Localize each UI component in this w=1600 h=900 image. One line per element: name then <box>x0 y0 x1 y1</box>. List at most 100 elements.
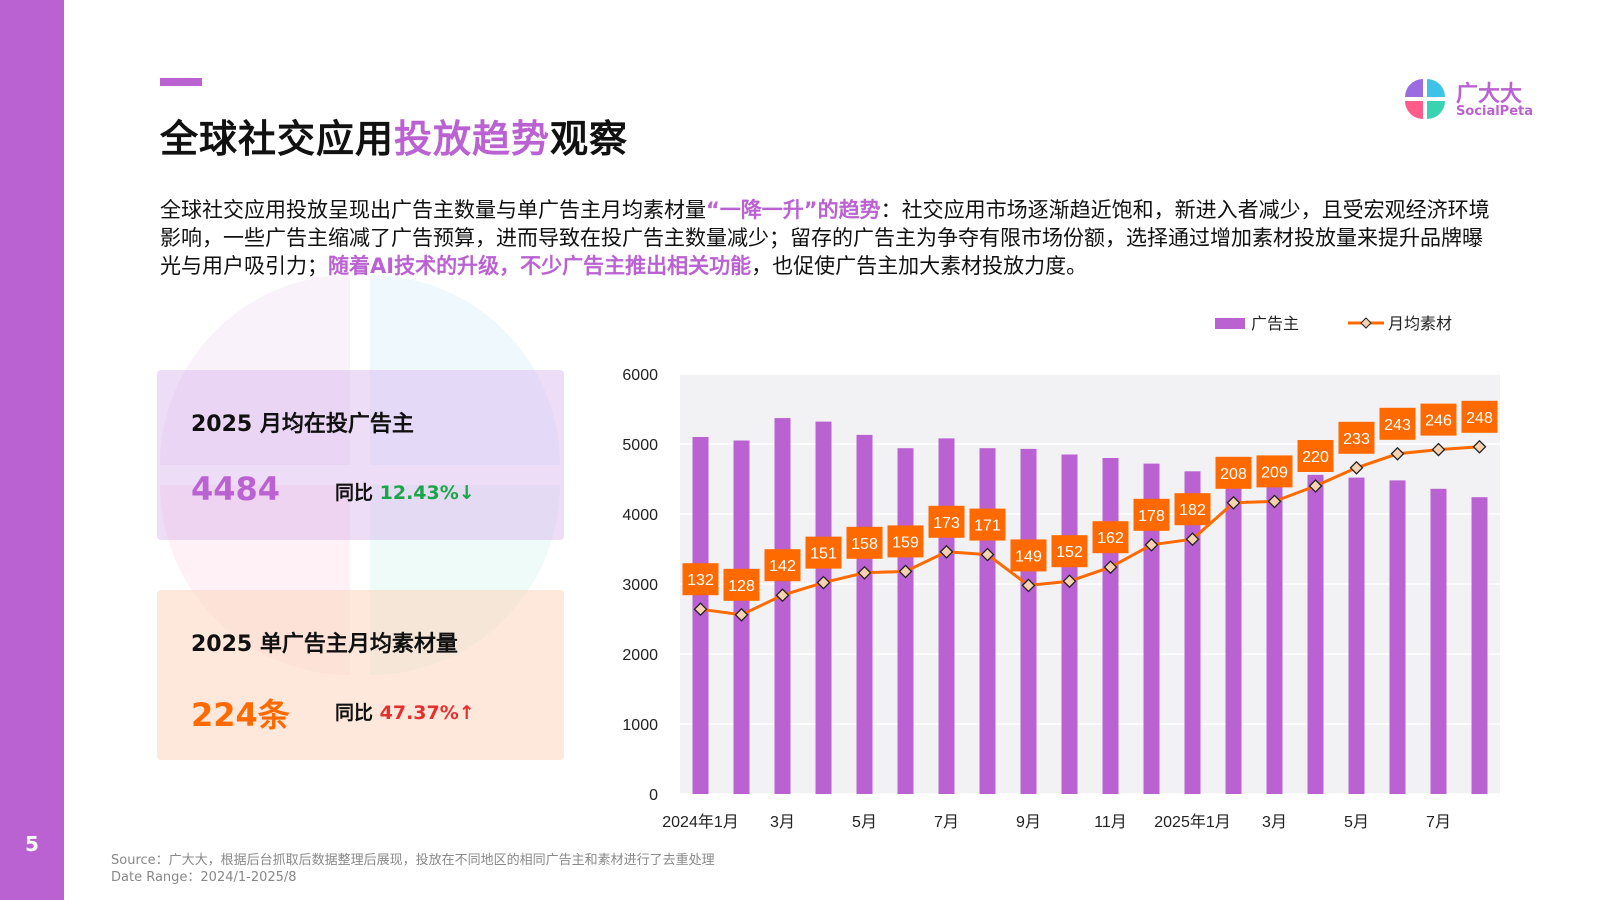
page-title: 全球社交应用投放趋势观察 <box>160 108 628 163</box>
x-tick-label: 9月 <box>1016 814 1041 830</box>
data-label-box <box>928 505 965 538</box>
data-label: 233 <box>1343 431 1370 448</box>
data-label-box <box>1420 403 1457 436</box>
yoy-label: 同比 <box>335 702 374 724</box>
y-tick-label: 4000 <box>622 507 658 524</box>
data-label: 246 <box>1425 413 1452 430</box>
card-label: 2025 单广告主月均素材量 <box>191 632 458 657</box>
bar <box>979 448 996 794</box>
yoy-value: 47.37%↑ <box>379 702 475 724</box>
bar <box>897 448 914 794</box>
bar <box>815 421 832 794</box>
intro-emphasis-1: “一降一升”的趋势 <box>706 198 881 222</box>
line-point <box>1390 446 1405 461</box>
data-label: 132 <box>687 572 714 589</box>
data-label-box <box>1338 421 1375 454</box>
series-line <box>700 445 1480 617</box>
bar <box>1266 469 1283 794</box>
line-point <box>857 565 872 580</box>
bar <box>1225 463 1242 794</box>
data-label-box <box>1215 456 1252 489</box>
data-label: 171 <box>974 518 1001 535</box>
data-label: 243 <box>1384 417 1411 434</box>
line-point <box>1472 439 1487 454</box>
yoy-change: 同比 12.43%↓ <box>335 478 475 505</box>
data-label: 182 <box>1179 502 1206 519</box>
data-label: 162 <box>1097 530 1124 547</box>
bar <box>774 418 791 794</box>
legend-line-marker <box>1360 317 1372 329</box>
line-point <box>1103 560 1118 575</box>
data-label: 248 <box>1466 410 1493 427</box>
data-label: 159 <box>892 534 919 551</box>
source-line: Source：广大大，根据后台抓取后数据整理后展现，投放在不同地区的相同广告主和… <box>111 853 715 868</box>
y-tick-label: 2000 <box>622 647 658 664</box>
data-label: 158 <box>851 536 878 553</box>
data-label-box <box>1010 539 1047 572</box>
page-number: 5 <box>25 832 39 856</box>
bar <box>1307 474 1324 794</box>
line-point <box>1267 494 1282 509</box>
x-tick-label: 3月 <box>1262 814 1287 830</box>
socialpeta-logo-icon <box>1405 79 1445 119</box>
data-label: 220 <box>1302 449 1329 466</box>
line-point <box>1144 537 1159 552</box>
line-point <box>1062 574 1077 589</box>
data-label-box <box>969 508 1006 541</box>
data-label: 128 <box>728 578 755 595</box>
y-tick-label: 5000 <box>622 437 658 454</box>
data-label-box <box>1092 521 1129 554</box>
legend-label-line: 月均素材 <box>1388 315 1452 333</box>
data-label-box <box>764 549 801 582</box>
data-label-box <box>1379 407 1416 440</box>
data-label-box <box>1051 535 1088 568</box>
x-tick-label: 2024年1月 <box>662 813 739 830</box>
data-label-box <box>805 536 842 569</box>
bar <box>1430 488 1447 794</box>
line-point <box>1431 442 1446 457</box>
data-label-box <box>1461 400 1498 433</box>
intro-paragraph: 全球社交应用投放呈现出广告主数量与单广告主月均素材量“一降一升”的趋势：社交应用… <box>160 196 1500 280</box>
x-tick-label: 2025年1月 <box>1154 813 1231 830</box>
yoy-change: 同比 47.37%↑ <box>335 698 475 725</box>
x-tick-label: 7月 <box>1426 814 1451 830</box>
title-part1: 全球社交应用 <box>160 117 395 161</box>
line-point <box>939 544 954 559</box>
line-point <box>1308 479 1323 493</box>
data-label-box <box>682 563 719 596</box>
intro-emphasis-2: 随着AI技术的升级，不少广告主推出相关功能 <box>328 254 752 278</box>
left-sidebar <box>0 0 64 900</box>
intro-text-2: ：社交应用市场逐渐趋近饱和，新进入者减少，且受宏观经济环境影响，一些广告主缩减了… <box>160 198 1490 278</box>
bar <box>1102 458 1119 794</box>
data-label-box <box>1297 440 1334 472</box>
bar <box>1061 454 1078 794</box>
legend-label-bars: 广告主 <box>1251 315 1299 333</box>
intro-text-1: 全球社交应用投放呈现出广告主数量与单广告主月均素材量 <box>160 198 706 222</box>
data-label: 152 <box>1056 544 1083 561</box>
bar <box>1471 497 1488 794</box>
line-point <box>1021 578 1036 593</box>
data-label-box <box>846 526 883 559</box>
data-label-box <box>1174 493 1211 526</box>
data-label-box <box>723 568 760 601</box>
line-point <box>693 602 708 617</box>
data-label-box <box>1133 498 1170 531</box>
data-label: 142 <box>769 558 796 575</box>
bar <box>1184 471 1201 794</box>
legend-bar-swatch <box>1215 318 1245 329</box>
card-value: 224条 <box>191 696 290 734</box>
line-point <box>980 547 995 562</box>
x-tick-label: 3月 <box>770 814 795 830</box>
bar <box>1348 477 1365 794</box>
line-point <box>816 575 831 590</box>
data-label-box <box>887 525 924 558</box>
y-tick-label: 3000 <box>622 577 658 594</box>
data-label: 208 <box>1220 466 1247 483</box>
source-note: Source：广大大，根据后台抓取后数据整理后展现，投放在不同地区的相同广告主和… <box>111 852 715 886</box>
line-point <box>734 607 749 622</box>
line-point <box>898 564 913 579</box>
data-label: 151 <box>810 546 837 563</box>
advertiser-trend-chart: 0 1000 2000 3000 4000 5000 6000 2024年1月 3月 5月 7月 9月… <box>622 315 1500 830</box>
logo-name-cn: 广大大 <box>1456 82 1523 107</box>
data-label: 173 <box>933 515 960 532</box>
